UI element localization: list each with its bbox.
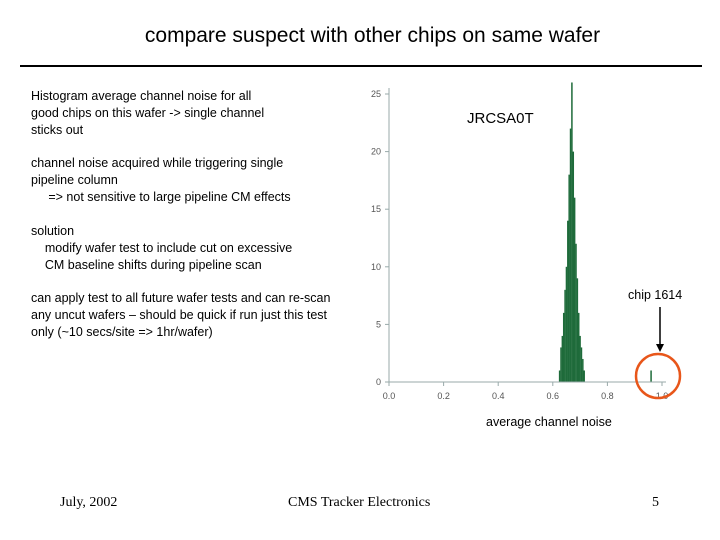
x-tick-label: 0.8: [601, 391, 614, 401]
histogram-bar: [573, 197, 576, 382]
histogram-bar: [561, 335, 564, 382]
line: any uncut wafers – should be quick if ru…: [31, 308, 327, 322]
line: can apply test to all future wafer tests…: [31, 291, 331, 305]
x-tick-label: 0.2: [437, 391, 450, 401]
histogram-bar: [565, 266, 568, 382]
line: sticks out: [31, 123, 84, 137]
histogram-bar: [580, 347, 583, 382]
paragraph-acquisition: channel noise acquired while triggering …: [31, 155, 291, 206]
histogram-bar: [560, 347, 562, 382]
chip-annotation-label: chip 1614: [628, 288, 682, 302]
page-number: 5: [652, 495, 659, 510]
noise-histogram: 0 5 10 15 20 25 0.0 0.2 0.4 0.6 0.8 1.0 JRCSA0T ave…: [371, 82, 682, 429]
y-tick-label: 10: [371, 262, 381, 272]
histogram-bar: [562, 312, 565, 382]
footer-center-text: CMS Tracker Electronics: [288, 495, 431, 510]
footer-date: July, 2002: [60, 495, 118, 510]
chart-axes: 0 5 10 15 20 25 0.0 0.2 0.4 0.6 0.8 1.0: [371, 88, 668, 401]
histogram-bar: [576, 278, 579, 382]
y-tick-label: 5: [376, 319, 381, 329]
line: good chips on this wafer -> single chann…: [31, 106, 265, 120]
line: only (~10 secs/site => 1hr/wafer): [31, 325, 213, 339]
x-tick-label: 1.0: [656, 391, 669, 401]
paragraph-future-tests: can apply test to all future wafer tests…: [31, 290, 330, 341]
slide-title: compare suspect with other chips on same…: [144, 24, 601, 47]
histogram-bar: [650, 370, 652, 382]
line: solution: [31, 224, 75, 238]
y-tick-label: 20: [371, 147, 381, 157]
histogram-bar: [575, 243, 577, 382]
line: CM baseline shifts during pipeline scan: [31, 258, 262, 272]
y-tick-label: 0: [376, 377, 381, 387]
outlier-highlight-circle: [634, 352, 682, 400]
histogram-bar: [568, 174, 570, 382]
x-tick-label: 0.0: [383, 391, 396, 401]
annotation-arrowhead: [656, 344, 664, 352]
y-tick-label: 25: [371, 89, 381, 99]
line: modify wafer test to include cut on exce…: [31, 241, 293, 255]
histogram-bar: [558, 370, 561, 382]
histogram-bar: [567, 220, 569, 382]
line: Histogram average channel noise for all: [31, 89, 252, 103]
histogram-bar: [569, 128, 572, 382]
title-divider: [20, 65, 702, 67]
line: channel noise acquired while triggering …: [31, 156, 284, 170]
x-axis-label: average channel noise: [486, 415, 612, 429]
histogram-bar: [571, 82, 573, 383]
histogram-bar: [583, 370, 585, 382]
histogram-bar: [579, 335, 581, 382]
histogram-bar: [577, 312, 580, 382]
line: pipeline column: [31, 173, 118, 187]
histogram-bars: [558, 82, 652, 383]
x-tick-label: 0.4: [492, 391, 505, 401]
chart-title: JRCSA0T: [467, 110, 534, 127]
histogram-bar: [572, 151, 575, 382]
line: => not sensitive to large pipeline CM ef…: [31, 190, 291, 204]
paragraph-histogram: Histogram average channel noise for all …: [31, 88, 264, 139]
y-tick-label: 15: [371, 204, 381, 214]
x-tick-label: 0.6: [547, 391, 560, 401]
histogram-bar: [582, 358, 584, 382]
histogram-bar: [564, 289, 566, 382]
paragraph-solution: solution modify wafer test to include cu…: [31, 223, 292, 274]
